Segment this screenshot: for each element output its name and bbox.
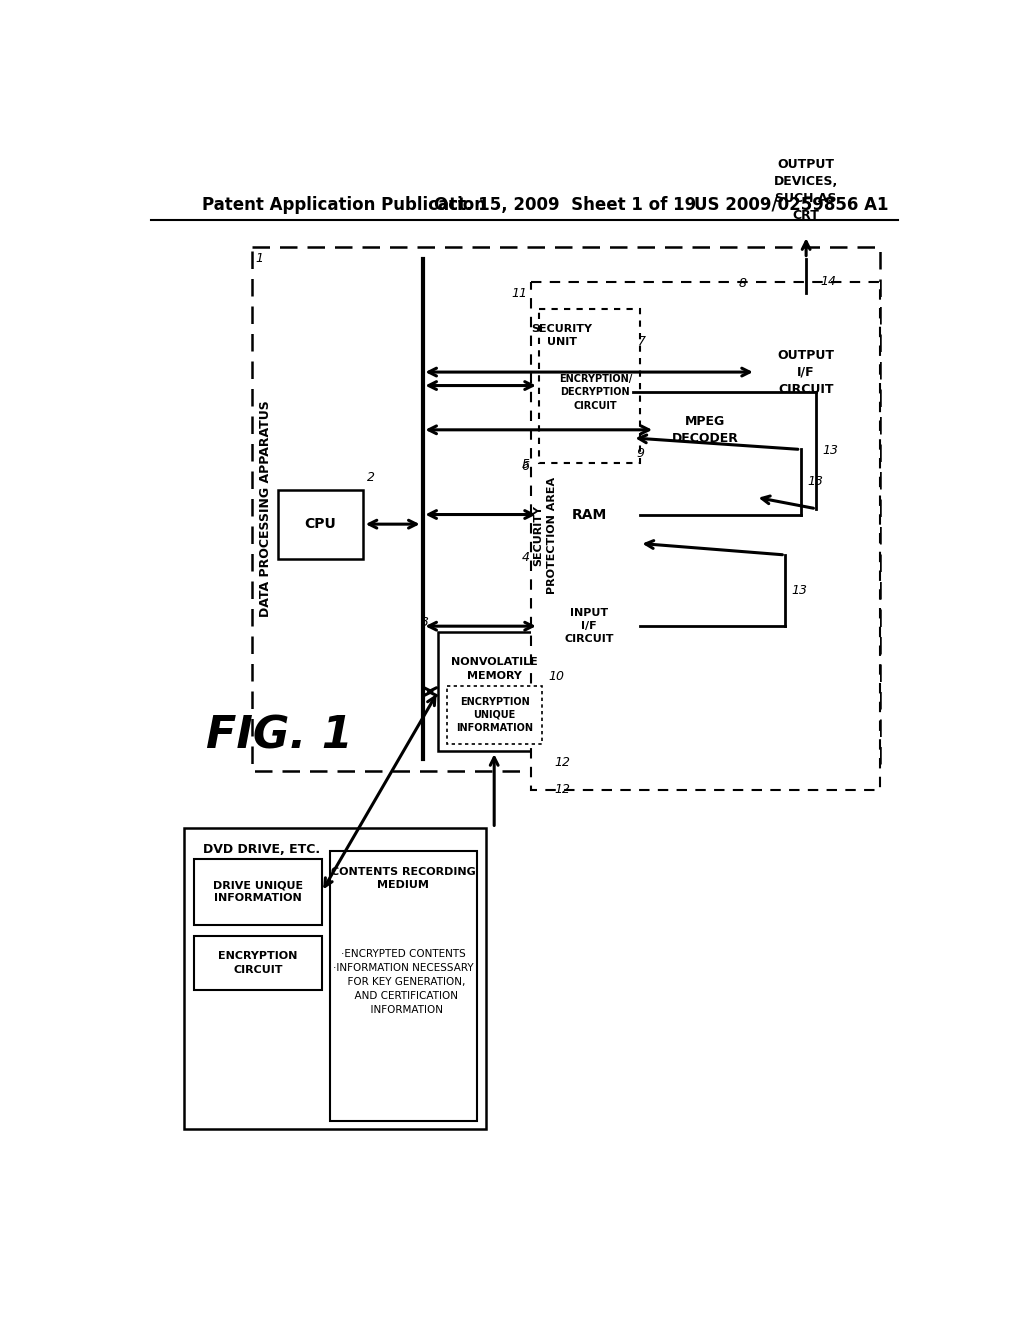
Bar [278, 490, 362, 558]
Text: 2: 2 [367, 471, 375, 484]
Text: CPU: CPU [304, 517, 336, 531]
Bar [539, 566, 640, 686]
Bar [558, 335, 633, 449]
Text: DATA PROCESSING APPARATUS: DATA PROCESSING APPARATUS [259, 400, 272, 618]
Bar [438, 632, 550, 751]
Text: ·ENCRYPTED CONTENTS
·INFORMATION NECESSARY
  FOR KEY GENERATION,
  AND CERTIFICA: ·ENCRYPTED CONTENTS ·INFORMATION NECESSA… [333, 949, 473, 1015]
Text: 11: 11 [511, 286, 527, 300]
Text: 13: 13 [807, 475, 823, 488]
Text: 13: 13 [792, 583, 807, 597]
Bar [531, 281, 880, 789]
Bar [756, 293, 856, 451]
Bar [194, 936, 322, 990]
Text: CONTENTS RECORDING
MEDIUM: CONTENTS RECORDING MEDIUM [331, 867, 475, 890]
Text: INPUT
I/F
CIRCUIT: INPUT I/F CIRCUIT [564, 609, 613, 644]
Text: NONVOLATILE
MEMORY: NONVOLATILE MEMORY [451, 657, 538, 681]
Text: Patent Application Publication: Patent Application Publication [202, 195, 485, 214]
Text: 12: 12 [554, 756, 570, 770]
Text: ENCRYPTION/
DECRYPTION
CIRCUIT: ENCRYPTION/ DECRYPTION CIRCUIT [559, 375, 632, 411]
Text: RAM: RAM [571, 507, 607, 521]
Text: ENCRYPTION
UNIQUE
INFORMATION: ENCRYPTION UNIQUE INFORMATION [456, 697, 534, 733]
Text: OUTPUT
I/F
CIRCUIT: OUTPUT I/F CIRCUIT [777, 348, 835, 396]
Text: SECURITY
PROTECTION AREA: SECURITY PROTECTION AREA [534, 477, 557, 594]
Bar [655, 351, 756, 508]
Text: 14: 14 [820, 275, 836, 288]
Text: 5: 5 [521, 458, 529, 471]
Bar [183, 829, 486, 1129]
Text: FIG. 1: FIG. 1 [206, 714, 352, 758]
Bar [447, 686, 542, 743]
Text: 1: 1 [256, 252, 264, 265]
Text: 10: 10 [548, 671, 564, 684]
Text: DVD DRIVE, ETC.: DVD DRIVE, ETC. [203, 843, 319, 857]
Bar [252, 247, 880, 771]
Text: MPEG
DECODER: MPEG DECODER [672, 414, 738, 445]
Text: 12: 12 [554, 783, 570, 796]
Text: 6: 6 [521, 459, 529, 473]
Text: 13: 13 [822, 444, 839, 457]
Text: 7: 7 [638, 335, 646, 348]
Text: 4: 4 [521, 550, 529, 564]
Text: 9: 9 [636, 446, 644, 459]
Text: US 2009/0259856 A1: US 2009/0259856 A1 [693, 195, 888, 214]
Bar [539, 309, 640, 462]
Text: ENCRYPTION
CIRCUIT: ENCRYPTION CIRCUIT [218, 952, 298, 974]
Text: DRIVE UNIQUE
INFORMATION: DRIVE UNIQUE INFORMATION [213, 880, 303, 903]
Text: 3: 3 [421, 616, 429, 630]
Text: OUTPUT
DEVICES,
SUCH AS
CRT: OUTPUT DEVICES, SUCH AS CRT [774, 157, 839, 222]
Text: SECURITY
UNIT: SECURITY UNIT [531, 323, 593, 347]
Bar [330, 851, 477, 1121]
Bar [539, 474, 640, 554]
Bar [194, 859, 322, 924]
Text: Oct. 15, 2009  Sheet 1 of 19: Oct. 15, 2009 Sheet 1 of 19 [434, 195, 696, 214]
Text: 8: 8 [738, 277, 746, 290]
